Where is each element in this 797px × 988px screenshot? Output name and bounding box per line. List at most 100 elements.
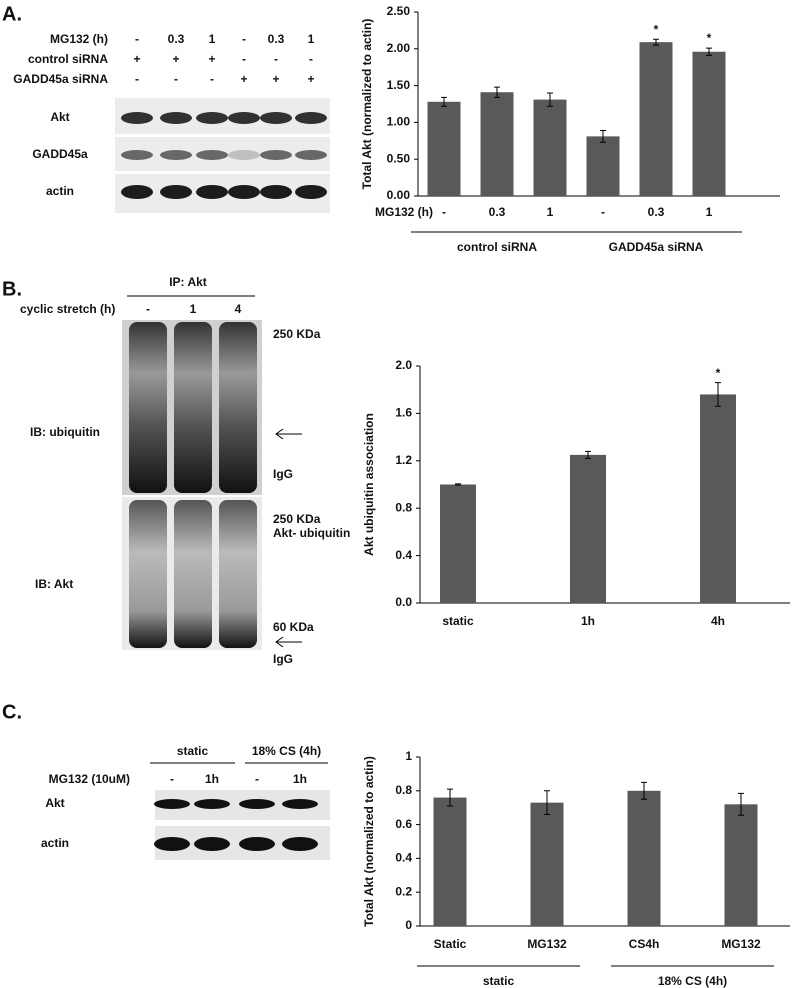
bar — [427, 101, 461, 196]
row-label: actin — [41, 836, 69, 850]
band — [121, 185, 153, 199]
lane-label: 1h — [293, 772, 307, 786]
lane-label: 1h — [205, 772, 219, 786]
lane-label: - — [170, 772, 174, 786]
error-bar — [494, 86, 500, 98]
x-tick-label: - — [442, 205, 446, 219]
y-axis-label: Akt ubiquitin association — [362, 413, 376, 556]
band — [194, 799, 230, 809]
band — [228, 185, 260, 199]
x-tick-label: 1h — [581, 614, 595, 628]
lane-label: - — [255, 772, 259, 786]
x-tick-label: MG132 — [527, 937, 567, 951]
lane-label: 1 — [209, 32, 216, 46]
y-axis-label: Total Akt (normalized to actin) — [362, 756, 376, 927]
y-tick-label: 1.6 — [395, 406, 412, 420]
bar — [570, 454, 606, 603]
lane-label: + — [208, 52, 215, 66]
bar — [639, 42, 673, 197]
y-tick-label: 0.4 — [395, 851, 412, 865]
lane-header-label: cyclic stretch (h) — [20, 302, 115, 316]
y-axis-label: Total Akt (normalized to actin) — [360, 19, 374, 190]
y-tick-label: 0.8 — [395, 783, 412, 797]
band — [228, 112, 260, 124]
error-bar — [653, 38, 659, 46]
lane-label: + — [133, 52, 140, 66]
y-tick-label: 2.0 — [395, 358, 412, 372]
lane-smear — [219, 322, 257, 493]
lane-label: - — [210, 72, 214, 86]
lane-smear — [129, 500, 167, 648]
y-tick-label: 0.6 — [395, 817, 412, 831]
y-tick-label: 0.4 — [395, 548, 412, 562]
band — [295, 112, 327, 124]
error-bar — [441, 96, 447, 107]
band — [121, 150, 153, 160]
error-bar — [455, 483, 461, 486]
band — [160, 150, 192, 160]
lane-label: 0.3 — [168, 32, 185, 46]
x-tick-label: 0.3 — [489, 205, 506, 219]
band — [282, 799, 318, 809]
lane-header-label: control siRNA — [28, 52, 108, 66]
lane-smear — [174, 500, 212, 648]
y-tick-label: 0.50 — [387, 151, 411, 165]
band — [260, 185, 292, 199]
blot-title: IP: Akt — [169, 275, 207, 289]
band — [196, 112, 228, 124]
marker-label: 60 KDa — [273, 620, 314, 634]
significance-mark: * — [707, 31, 712, 45]
band — [260, 112, 292, 124]
bar — [433, 797, 467, 926]
arrow-head — [275, 428, 284, 440]
group-label: static — [177, 744, 209, 758]
y-tick-label: 2.00 — [387, 41, 411, 55]
lane-label: + — [172, 52, 179, 66]
band — [154, 799, 190, 809]
error-bar — [544, 790, 550, 815]
band — [260, 150, 292, 160]
lane-label: 0.3 — [268, 32, 285, 46]
y-tick-label: 0.0 — [395, 595, 412, 609]
band — [194, 837, 230, 851]
group-label: static — [483, 974, 515, 988]
band — [160, 185, 192, 199]
row-label: GADD45a — [32, 147, 88, 161]
section-label: IB: Akt — [35, 577, 73, 591]
lane-label: + — [240, 72, 247, 86]
lane-label: - — [242, 32, 246, 46]
lane-smear — [219, 500, 257, 648]
row-label: Akt — [45, 796, 64, 810]
lane-header-label: GADD45a siRNA — [13, 72, 108, 86]
x-tick-label: 0.3 — [648, 205, 665, 219]
x-tick-label: static — [442, 614, 474, 628]
x-tick-label: 1 — [547, 205, 554, 219]
bar — [480, 92, 514, 196]
band — [196, 150, 228, 160]
lane-label: - — [309, 52, 313, 66]
significance-mark: * — [716, 366, 721, 380]
lane-label: 1 — [190, 302, 197, 316]
marker-label: Akt- ubiquitin — [273, 526, 350, 540]
lane-label: - — [135, 32, 139, 46]
band — [121, 112, 153, 124]
lane-header-label: MG132 (h) — [50, 32, 108, 46]
bar — [530, 802, 564, 926]
y-tick-label: 0.8 — [395, 500, 412, 514]
bar — [700, 394, 736, 603]
error-bar — [641, 781, 647, 800]
error-bar — [600, 129, 606, 143]
x-tick-label: CS4h — [629, 937, 660, 951]
group-label: 18% CS (4h) — [658, 974, 727, 988]
lane-label: 1 — [308, 32, 315, 46]
band — [282, 837, 318, 851]
marker-label: IgG — [273, 652, 293, 666]
lane-label: - — [274, 52, 278, 66]
marker-label: IgG — [273, 467, 293, 481]
error-bar — [447, 788, 453, 807]
error-bar — [585, 450, 591, 459]
bar — [724, 804, 758, 926]
x-tick-label: - — [601, 205, 605, 219]
